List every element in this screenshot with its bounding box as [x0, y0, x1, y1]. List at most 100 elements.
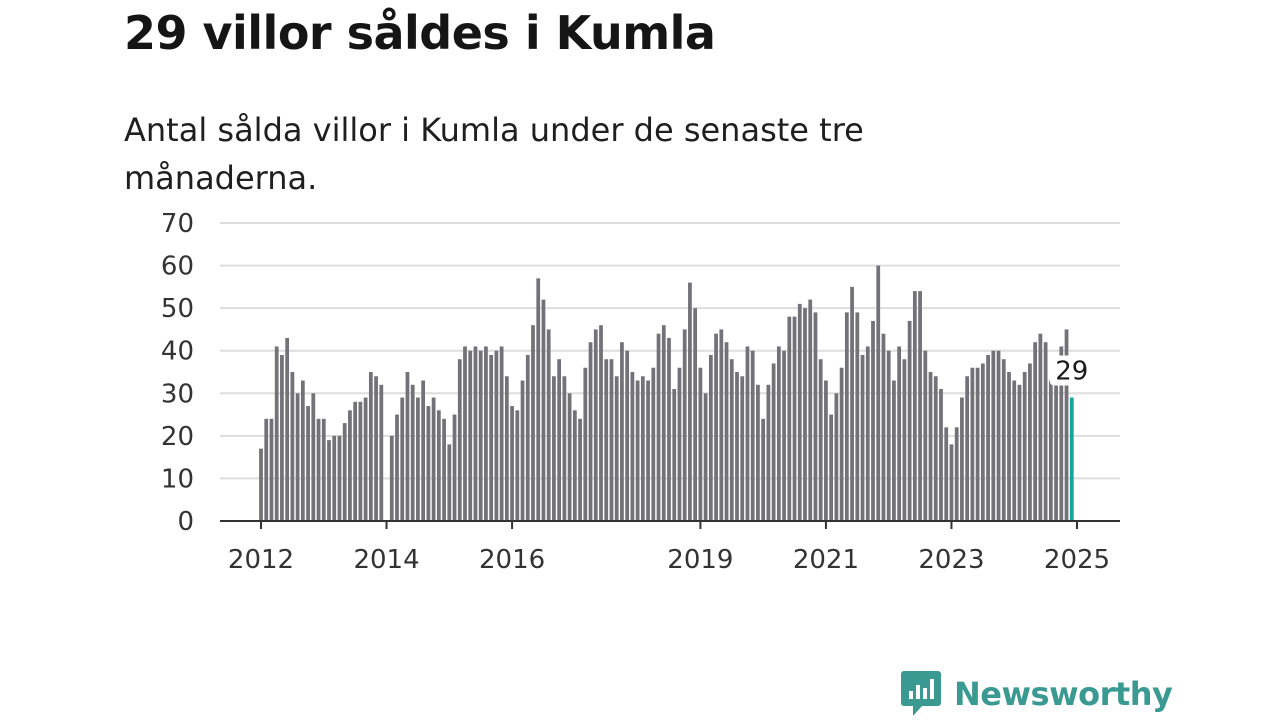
bar — [750, 350, 755, 521]
bar — [353, 401, 358, 521]
x-axis-ticks: 2012 2014 2016 2019 2021 2023 2025 — [228, 521, 1110, 575]
bar — [975, 367, 980, 521]
bar — [1048, 380, 1053, 521]
bar — [839, 367, 844, 521]
bar — [771, 363, 776, 521]
bar — [829, 414, 834, 521]
bar — [740, 376, 745, 521]
bar — [944, 427, 949, 521]
bar-series — [259, 265, 1074, 521]
bar — [426, 406, 431, 521]
bar — [1043, 342, 1048, 521]
bar — [499, 346, 504, 521]
bar — [1022, 372, 1027, 521]
bar — [776, 346, 781, 521]
bar — [954, 427, 959, 521]
bar — [614, 376, 619, 521]
y-tick-label: 40 — [161, 337, 194, 367]
bar — [348, 410, 352, 521]
bar — [400, 397, 405, 521]
bar — [1001, 359, 1006, 521]
bar — [980, 363, 985, 521]
bar — [604, 359, 609, 521]
bar — [933, 376, 938, 521]
bar — [368, 372, 373, 521]
y-tick-label: 20 — [161, 422, 194, 452]
bar-chart-speech-bubble-icon — [901, 671, 941, 716]
y-axis-ticks: 0 10 20 30 40 50 60 70 — [161, 209, 194, 537]
bar — [688, 282, 692, 521]
bar — [327, 440, 331, 521]
bar — [1054, 372, 1058, 521]
bar — [431, 397, 436, 521]
bar — [452, 414, 457, 521]
bar — [855, 312, 860, 521]
bar — [442, 418, 446, 521]
y-tick-label: 60 — [161, 252, 194, 282]
bar — [782, 350, 786, 521]
bar — [860, 354, 865, 521]
bar — [939, 389, 943, 521]
x-tick-label: 2016 — [479, 545, 545, 575]
bar — [960, 397, 964, 521]
bar — [463, 346, 467, 521]
y-tick-label: 0 — [177, 507, 194, 537]
bar — [724, 342, 729, 521]
bar — [991, 350, 996, 521]
bar — [358, 401, 363, 521]
bar — [761, 418, 766, 521]
bar — [379, 384, 384, 521]
bar — [876, 265, 881, 521]
x-tick-label: 2019 — [667, 545, 733, 575]
bar — [410, 384, 415, 521]
bar — [583, 367, 588, 521]
bar — [421, 380, 426, 521]
bar — [531, 325, 535, 521]
bar — [593, 329, 598, 521]
bar — [1012, 380, 1017, 521]
bar — [332, 435, 337, 521]
bar — [264, 418, 269, 521]
bar — [803, 308, 807, 521]
bar — [865, 346, 870, 521]
bar — [478, 350, 483, 521]
bar — [625, 350, 630, 521]
bar — [824, 380, 828, 521]
bar — [525, 354, 530, 521]
bar — [269, 418, 274, 521]
bar — [797, 303, 802, 521]
bar — [902, 359, 907, 521]
bar — [520, 380, 525, 521]
bar — [567, 393, 572, 521]
bar — [578, 418, 582, 521]
bar — [337, 435, 342, 521]
bar — [672, 389, 677, 521]
bar — [395, 414, 399, 521]
bar — [808, 299, 813, 521]
bar — [484, 346, 488, 521]
bar — [416, 397, 420, 521]
bar — [321, 418, 326, 521]
bar — [635, 380, 640, 521]
bar — [996, 350, 1001, 521]
bar — [698, 367, 703, 521]
bar — [693, 308, 698, 521]
bar — [745, 346, 750, 521]
bar — [667, 337, 671, 521]
bar — [703, 393, 708, 521]
bar — [300, 380, 305, 521]
bar — [494, 350, 499, 521]
bar — [447, 444, 452, 521]
bar — [552, 376, 556, 521]
bar — [306, 406, 310, 521]
bar — [923, 350, 928, 521]
bar — [813, 312, 818, 521]
bar — [881, 333, 886, 521]
bar — [280, 354, 284, 521]
bar — [907, 320, 912, 521]
bar — [897, 346, 902, 521]
bar — [557, 359, 562, 521]
bar — [1038, 333, 1043, 521]
y-tick-label: 70 — [161, 209, 194, 239]
x-tick-label: 2014 — [353, 545, 419, 575]
